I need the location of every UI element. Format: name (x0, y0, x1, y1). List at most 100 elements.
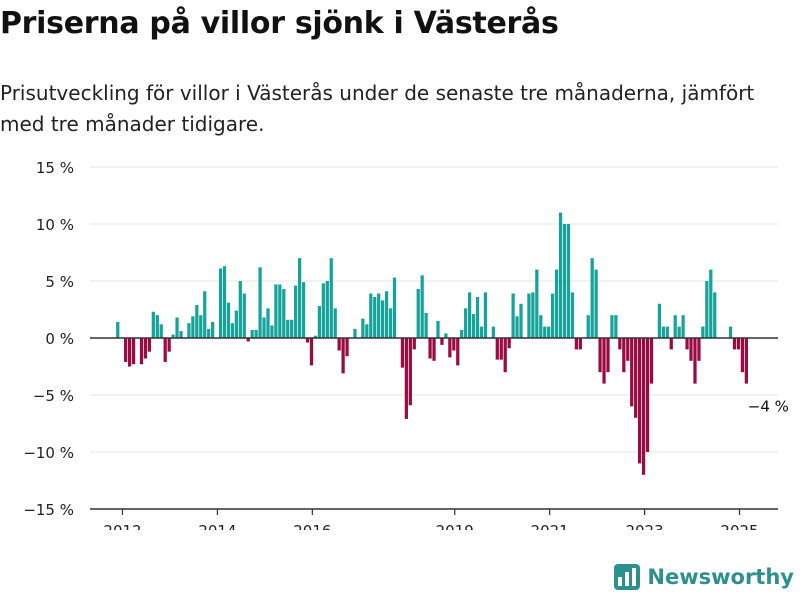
chart-bar (211, 322, 215, 338)
chart-bar (744, 338, 748, 384)
chart-bar (187, 323, 191, 338)
chart-bar (428, 338, 432, 359)
chart-bar (262, 317, 266, 338)
chart-bar (551, 293, 555, 338)
chart-bar (586, 315, 590, 338)
chart-bar (677, 326, 681, 338)
chart-bar (491, 326, 495, 338)
y-tick-label: −15 % (23, 501, 74, 519)
chart-bar (665, 326, 669, 338)
chart-bar (464, 308, 468, 338)
chart-bar (337, 338, 341, 351)
newsworthy-logo: Newsworthy (614, 564, 794, 590)
chart-bar (341, 338, 345, 374)
chart-bar (519, 303, 523, 338)
chart-bar (131, 338, 136, 365)
chart-bar (547, 326, 551, 338)
chart-bar (139, 338, 144, 365)
chart-bar (539, 315, 543, 338)
chart-bar (388, 308, 393, 338)
chart-bar (638, 338, 642, 464)
chart-bar (649, 338, 654, 384)
chart-bar (309, 338, 314, 366)
y-tick-label: −10 % (23, 444, 74, 462)
chart-bar (630, 338, 634, 407)
chart-bar (294, 285, 298, 338)
chart-bar (673, 315, 677, 338)
chart-bar (566, 224, 571, 338)
chart-bar (732, 338, 737, 350)
x-tick-label: 2016 (293, 522, 331, 530)
chart-bar (163, 338, 167, 362)
chart-bar (578, 338, 582, 350)
y-axis-labels: 15 % 10 % 5 % 0 % −5 % −10 % −15 % (23, 159, 74, 519)
y-tick-label: −5 % (33, 387, 74, 405)
x-tick-label: 2025 (720, 522, 758, 530)
chart-bar (626, 338, 630, 361)
chart-bar (669, 338, 673, 350)
y-tick-label: 5 % (45, 273, 74, 291)
chart-bar (377, 293, 381, 338)
chart-bar (230, 323, 235, 338)
chart-bar (531, 292, 535, 338)
chart-bar (535, 269, 539, 338)
chart-bar (602, 338, 606, 384)
chart-bar (365, 324, 369, 338)
chart-bar (440, 338, 444, 345)
chart-bar (333, 308, 337, 338)
chart-bar (234, 310, 238, 338)
chart-bar (246, 338, 250, 342)
chart-bar (321, 283, 325, 338)
chart-bar (499, 338, 503, 360)
chart-bar (143, 338, 148, 359)
page-subtitle: Prisutveckling för villor i Västerås und… (0, 81, 755, 136)
chart-bar (590, 258, 594, 338)
chart-bar (392, 277, 397, 338)
x-tick-label: 2014 (198, 522, 236, 530)
chart-bar (728, 326, 733, 338)
chart-bar (199, 315, 203, 338)
chart-bar (159, 324, 163, 338)
chart-bar (254, 330, 258, 338)
chart-bar (167, 338, 171, 352)
chart-bar (329, 258, 333, 338)
chart-bar (242, 293, 246, 338)
chart-bar (408, 338, 412, 406)
chart-bar (313, 335, 318, 338)
chart-bar (266, 308, 270, 338)
chart-bar (345, 338, 349, 357)
chart-bar (175, 317, 179, 338)
chart-bar (598, 338, 602, 373)
chart-bar (290, 319, 294, 338)
chart-bar (116, 322, 120, 338)
chart-bar (594, 269, 598, 338)
y-tick-label: 15 % (36, 159, 74, 177)
chart-bar (740, 338, 745, 373)
chart-bar (705, 281, 709, 338)
chart-bar (554, 269, 559, 338)
y-tick-label: 0 % (45, 330, 74, 348)
chart-bar (297, 258, 302, 338)
chart-bar (369, 293, 373, 338)
chart-bar (515, 316, 519, 338)
chart-bar (238, 281, 242, 338)
chart-bar (226, 302, 231, 338)
chart-bar (511, 293, 515, 338)
chart-bar (384, 291, 389, 338)
chart-bar (147, 338, 152, 352)
chart-bar (614, 315, 618, 338)
chart-bar (124, 338, 128, 362)
chart-bar (278, 284, 282, 338)
chart-bar (574, 338, 578, 350)
chart-bar (681, 315, 685, 338)
chart-bar (467, 292, 472, 338)
chart-bar (274, 284, 278, 338)
chart-bar (456, 338, 460, 366)
chart-bar (448, 338, 452, 358)
logo-text: Newsworthy (647, 565, 794, 589)
chart-bar (503, 338, 507, 373)
latest-value-label: −4 % (748, 398, 789, 416)
chart-bar (657, 303, 662, 338)
chart-bar (155, 315, 159, 338)
chart-bar (171, 334, 175, 338)
